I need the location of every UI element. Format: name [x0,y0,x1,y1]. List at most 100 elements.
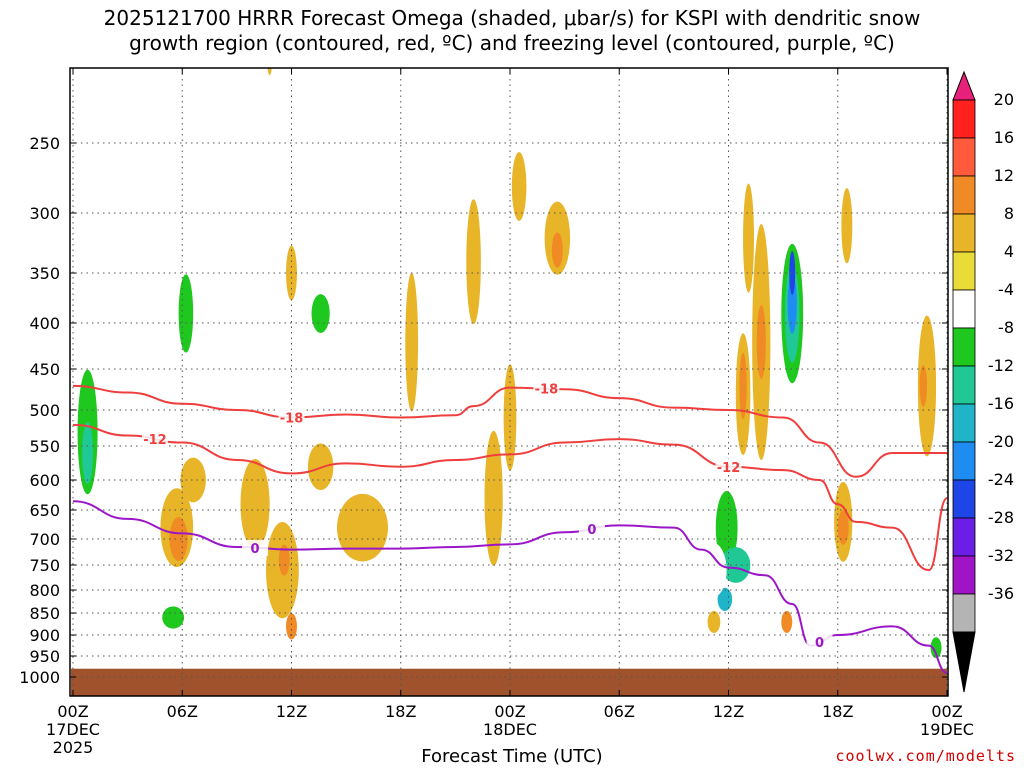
omega-cell [316,582,328,598]
omega-cell [248,223,262,497]
colorbar-label: -12 [988,356,1014,375]
grid-layer [70,68,948,696]
omega-cell [825,341,844,447]
dgz-minus18-contour-line [72,384,947,478]
chart-title-line-1: 2025121700 HRRR Forecast Omega (shaded, … [103,6,921,30]
colorbar-label: 16 [994,128,1014,147]
colorbar-swatch [952,137,976,177]
dgz-minus18-contour-label-bg [278,409,305,426]
omega-cell [544,575,556,614]
x-tick-label: 12Z [713,702,744,721]
y-tick-label: 700 [29,530,60,549]
plot-frame [69,67,949,697]
dgz-minus18-contour-label: -18 [280,411,304,426]
omega-cell [794,562,809,598]
colorbar-label: -4 [998,280,1014,299]
omega-cell [930,637,942,659]
y-axis-ticks: 250 300 350 400 450 500 550 600 650 700 750 800 850 9… [19,134,948,687]
y-tick-label: 250 [29,134,60,153]
y-tick-label: 400 [29,314,60,333]
x-tick-label: 00Z [931,702,962,721]
colorbar-top-cap [952,70,976,101]
omega-cell [405,272,419,412]
omega-cell [268,263,278,344]
dgz-minus12-contour-label: -12 [717,461,741,476]
colorbar-swatch [952,251,976,291]
chart-title-line-2: growth region (contoured, red, ºC) and f… [129,31,895,55]
omega-cell [841,188,853,264]
omega-cell [628,210,662,313]
omega-cell [162,606,185,629]
dgz-minus12-contour-label-bg [715,458,742,475]
colorbar-label: -28 [988,508,1014,527]
omega-cell [707,610,721,633]
omega-cell [787,273,797,334]
omega-cell [124,265,142,438]
y-tick-label: 550 [29,437,60,456]
y-tick-label: 900 [29,626,60,645]
credit-text: coolwx.com/modelts [835,747,1016,765]
omega-cell [789,251,796,295]
colorbar-swatch [952,403,976,443]
y-tick-label: 600 [29,471,60,490]
colorbar-swatch [952,213,976,253]
omega-cell [169,517,188,561]
colorbar-swatch [952,441,976,481]
omega-cell [240,458,270,550]
omega-cell [358,284,370,343]
x-axis-label: Forecast Time (UTC) [421,746,603,767]
colorbar-label: -24 [988,470,1014,489]
x-tick-label: 18Z [385,702,416,721]
omega-cell [756,305,766,379]
colorbar-label: 12 [994,166,1014,185]
omega-cell [743,183,754,293]
omega-cell [337,493,389,562]
x-tick-label: 06Z [604,702,635,721]
freezing-level-contour-label-bg [578,520,605,537]
omega-cell [466,199,481,325]
colorbar-swatch [952,327,976,367]
y-tick-label: 500 [29,401,60,420]
x-tick-label: 00Z [57,702,88,721]
colorbar: 20 16 12 8 4 -4 -8 -12 -16 -20 -24 -28 -32 -36 [952,70,1014,693]
omega-cell [715,491,738,565]
dgz-minus12-contour-label-bg [141,431,168,448]
y-tick-label: 750 [29,556,60,575]
omega-cell [278,544,290,576]
x-tick-label: 06Z [167,702,198,721]
omega-cell [717,587,733,611]
x-tick-date-label: 18DEC [483,720,537,739]
colorbar-swatch [952,175,976,215]
y-tick-label: 350 [29,264,60,283]
colorbar-label: 4 [1004,242,1014,261]
omega-cell [697,542,727,598]
omega-cell [180,457,206,503]
y-tick-label: 850 [29,604,60,623]
terrain-ground-fill [71,668,947,696]
colorbar-label: -16 [988,394,1014,413]
colorbar-swatch [952,517,976,557]
y-tick-label: 300 [29,204,60,223]
omega-cell [286,613,297,640]
omega-cell [235,637,257,659]
dgz-minus18-contour-label-bg [533,380,560,397]
omega-cell [666,152,682,221]
colorbar-label: 8 [1004,204,1014,223]
omega-cell [267,68,272,76]
colorbar-label: -36 [988,584,1014,603]
omega-cell [919,365,927,407]
y-tick-label: 800 [29,581,60,600]
omega-cell [551,232,563,268]
colorbar-swatch [952,479,976,519]
y-tick-label: 1000 [19,668,60,687]
freezing-level-contour-label: 0 [587,523,596,538]
dgz-minus12-contour-label: -12 [143,433,167,448]
omega-cell [739,352,747,420]
colorbar-label: -20 [988,432,1014,451]
omega-cell [837,510,849,545]
omega-shading-layer [71,68,942,659]
colorbar-label: 20 [994,90,1014,109]
colorbar-swatch [952,593,976,633]
omega-cell [484,430,503,566]
